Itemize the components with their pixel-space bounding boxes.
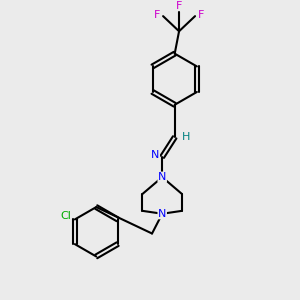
Text: N: N xyxy=(151,150,159,160)
Text: Cl: Cl xyxy=(60,211,71,221)
Text: N: N xyxy=(158,172,166,182)
Text: H: H xyxy=(182,132,190,142)
Text: F: F xyxy=(198,10,204,20)
Text: F: F xyxy=(176,1,182,11)
Text: N: N xyxy=(158,209,166,219)
Text: F: F xyxy=(154,10,161,20)
